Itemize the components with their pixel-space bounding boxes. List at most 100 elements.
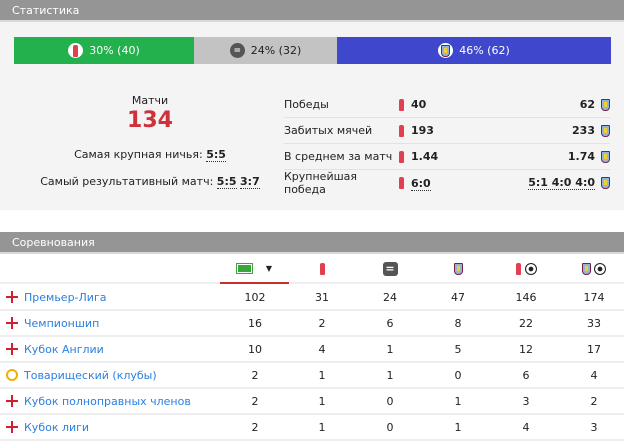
table-cell: 10 xyxy=(248,342,262,356)
table-cell: 1 xyxy=(318,368,326,382)
away-team-icon xyxy=(438,43,454,58)
table-cell: 8 xyxy=(454,316,462,330)
table-cell: 47 xyxy=(451,290,465,304)
away-team-icon xyxy=(601,150,610,163)
column-away-wins[interactable] xyxy=(438,254,478,284)
table-cell: 31 xyxy=(315,290,329,304)
table-cell: 4 xyxy=(590,368,598,382)
home-team-icon xyxy=(398,177,405,189)
table-cell: 22 xyxy=(519,316,533,330)
away-team-icon xyxy=(601,98,610,111)
competition: Кубок полноправных членов xyxy=(6,395,191,408)
table-cell: 1 xyxy=(318,420,326,434)
table-row: Кубок лиги 2 1 0 1 4 3 xyxy=(0,415,624,441)
table-cell: 3 xyxy=(590,420,598,434)
away-team-icon xyxy=(453,263,463,275)
competitions-header: Соревнования xyxy=(0,232,624,254)
table-cell: 17 xyxy=(587,342,601,356)
column-home-goals[interactable] xyxy=(506,254,546,284)
highest-scoring-link[interactable]: 5:5 xyxy=(216,175,237,189)
home-value: 193 xyxy=(411,124,434,137)
away-value: 233 xyxy=(572,124,595,137)
stat-row-goals: Забитых мячей 193 233 xyxy=(284,118,610,144)
column-away-goals[interactable] xyxy=(574,254,614,284)
home-team-icon xyxy=(398,98,405,111)
table-cell: 2 xyxy=(251,368,259,382)
table-cell: 5 xyxy=(454,342,462,356)
table-cell: 1 xyxy=(454,394,462,408)
highest-scoring: Самый результативный матч: 5:5 3:7 xyxy=(30,175,270,189)
sort-matches-column[interactable]: ▼ xyxy=(220,254,289,284)
column-home-wins[interactable] xyxy=(302,254,342,284)
home-team-icon xyxy=(398,150,405,163)
draw-icon: = xyxy=(382,262,398,276)
table-cell: 4 xyxy=(318,342,326,356)
competition-link[interactable]: Чемпионшип xyxy=(24,316,100,330)
table-cell: 0 xyxy=(386,394,394,408)
table-cell: 4 xyxy=(522,420,530,434)
competition-link[interactable]: Кубок лиги xyxy=(24,420,90,434)
matches-label: Матчи xyxy=(131,94,169,107)
away-team-icon xyxy=(601,124,610,137)
stat-label: Победы xyxy=(284,98,329,111)
competition-link[interactable]: Кубок полноправных членов xyxy=(24,394,191,408)
table-cell: 1 xyxy=(318,394,326,408)
column-draws[interactable]: = xyxy=(370,254,410,284)
stat-row-biggest-win: Крупнейшая победа 6:0 5:1 4:0 4:0 xyxy=(284,170,610,196)
england-flag-icon xyxy=(6,421,18,433)
home-team-icon xyxy=(68,43,84,58)
table-cell: 0 xyxy=(386,420,394,434)
home-biggest-win-link[interactable]: 6:0 xyxy=(411,176,431,191)
stat-row-average: В среднем за матч 1.44 1.74 xyxy=(284,144,610,170)
table-cell: 3 xyxy=(522,394,530,408)
home-team-icon xyxy=(398,124,405,137)
home-value: 1.44 xyxy=(411,150,439,163)
table-cell: 16 xyxy=(248,316,262,330)
competition-link[interactable]: Кубок Англии xyxy=(24,342,104,356)
home-team-icon xyxy=(515,263,522,275)
table-row: Кубок полноправных членов 2 1 0 1 3 2 xyxy=(0,389,624,415)
home-value: 40 xyxy=(411,98,427,111)
england-flag-icon xyxy=(6,395,18,407)
draws-bar: = 24% (32) xyxy=(194,37,337,64)
stat-row-wins: Победы 40 62 xyxy=(284,92,610,118)
table-cell: 1 xyxy=(454,420,462,434)
home-wins-label: 30% (40) xyxy=(89,44,140,57)
table-cell: 33 xyxy=(587,316,601,330)
table-cell: 102 xyxy=(244,290,266,304)
table-cell: 1 xyxy=(386,342,394,356)
table-cell: 24 xyxy=(383,290,397,304)
table-cell: 6 xyxy=(522,368,530,382)
away-wins-bar: 46% (62) xyxy=(337,37,611,64)
home-wins-bar: 30% (40) xyxy=(14,37,194,64)
table-cell: 2 xyxy=(590,394,598,408)
stat-label: Крупнейшая победа xyxy=(284,170,358,196)
ball-icon xyxy=(525,263,537,275)
table-cell: 2 xyxy=(251,394,259,408)
biggest-draw-label: Самая крупная ничья: xyxy=(74,148,203,161)
competition: Кубок лиги xyxy=(6,421,89,434)
competition-link[interactable]: Премьер-Лига xyxy=(24,290,107,304)
matches-value: 134 xyxy=(127,108,173,133)
sort-desc-icon: ▼ xyxy=(265,263,273,273)
away-biggest-win-links[interactable]: 5:1 4:0 4:0 xyxy=(528,176,595,190)
table-cell: 12 xyxy=(519,342,533,356)
england-flag-icon xyxy=(6,317,18,329)
table-cell: 1 xyxy=(386,368,394,382)
biggest-draw-link[interactable]: 5:5 xyxy=(206,148,226,162)
competition: Чемпионшип xyxy=(6,317,99,330)
pitch-icon xyxy=(235,262,253,274)
stat-label: Забитых мячей xyxy=(284,124,373,137)
draws-label: 24% (32) xyxy=(250,44,302,57)
table-row: Чемпионшип 16 2 6 8 22 33 xyxy=(0,311,624,337)
table-header: ▼ = xyxy=(0,254,624,284)
competition-link[interactable]: Товарищеский (клубы) xyxy=(24,368,157,382)
highest-scoring-link[interactable]: 3:7 xyxy=(240,175,260,189)
england-flag-icon xyxy=(6,291,18,303)
competition: Кубок Англии xyxy=(6,343,104,356)
away-team-icon xyxy=(601,177,610,189)
stats-header: Статистика xyxy=(0,0,624,22)
table-cell: 2 xyxy=(251,420,259,434)
away-team-icon xyxy=(582,263,591,275)
stat-label: В среднем за матч xyxy=(284,150,393,163)
